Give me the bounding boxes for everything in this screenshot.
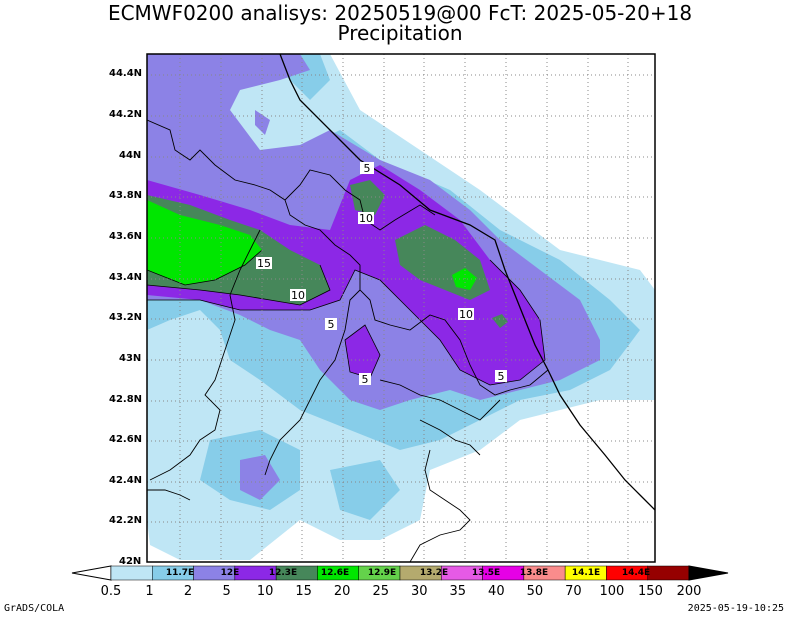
colorbar-tick-label: 10 [256,584,274,599]
colorbar-tick-label: 5 [222,584,231,599]
lon-label: 14.4E [621,568,651,578]
colorbar-tick-label: 40 [488,584,505,599]
colorbar-right-arrow [688,565,729,581]
lon-label: 13.2E [419,568,449,578]
colorbar [71,565,729,581]
contour-label: 5 [362,373,369,386]
lon-label: 13.8E [519,568,549,578]
colorbar-tick-label: 2 [183,584,193,599]
colorbar-segments [110,565,690,581]
contour-label: 5 [328,318,335,331]
map-grid [147,54,655,562]
lon-label: 12.9E [367,568,397,578]
lat-label: 43.2N [109,312,143,323]
colorbar-tick-label: 100 [599,584,625,599]
contour-label: 10 [459,308,473,321]
lon-label: 12E [220,568,240,578]
lat-label: 42.2N [109,515,143,526]
precip-band-1c [330,460,400,520]
colorbar-segment [110,565,153,581]
colorbar-tick-label: 50 [526,584,544,599]
footer-software-label: GrADS/COLA [4,603,65,614]
colorbar-tick-label: 15 [295,584,312,599]
footer-timestamp: 2025-05-19-10:25 [687,603,784,614]
lat-label: 44.2N [109,109,143,120]
lon-label: 12.6E [320,568,350,578]
contour-label: 10 [291,289,305,302]
lat-label: 44N [119,150,142,161]
colorbar-tick-label: 150 [638,584,663,599]
lat-label: 42.8N [109,394,143,405]
coastline [279,54,655,511]
lat-label: 43N [119,353,142,364]
colorbar-tick-label: 70 [565,584,582,599]
lat-label: 44.4N [109,68,143,79]
colorbar-segment [647,565,690,581]
contour-label: 15 [257,257,271,270]
lon-label: 11.7E [165,568,195,578]
colorbar-tick-label: 25 [372,584,389,599]
colorbar-tick-label: 20 [333,584,351,599]
lon-label: 14.1E [571,568,601,578]
lat-label: 42.4N [109,475,143,486]
contour-lines [147,249,546,386]
colorbar-left-arrow [71,565,112,581]
colorbar-tick-label: 0.5 [100,584,122,599]
lat-label: 42N [119,556,142,567]
lat-label: 43.6N [109,231,143,242]
region-borders [147,119,549,562]
lon-label: 13.5E [471,568,501,578]
precip-band-15 [147,200,262,285]
lat-label: 42.6N [109,434,143,445]
plot-frame [146,53,656,563]
precipitation-field: 5 10 15 10 5 10 5 5 [147,54,655,562]
contour-label: 10 [359,212,373,225]
colorbar-tick-label: 30 [410,584,428,599]
colorbar-tick-label: 35 [449,584,467,599]
lat-label: 43.4N [109,272,143,283]
colorbar-tick-label: 1 [145,584,154,599]
lat-label: 43.8N [109,190,143,201]
colorbar-tick-label: 200 [676,584,702,599]
precip-band-5 [147,165,545,385]
contour-label: 5 [364,162,371,175]
precip-band-10d [492,314,508,328]
contour-value-labels: 5 10 15 10 5 10 5 5 [256,162,507,386]
precip-band-2c [240,455,280,500]
map-title: ECMWF0200 analisys: 20250519@00 FcT: 202… [107,1,693,25]
map-subtitle: Precipitation [337,21,463,45]
contour-label: 5 [498,370,505,383]
lon-label: 12.3E [268,568,298,578]
